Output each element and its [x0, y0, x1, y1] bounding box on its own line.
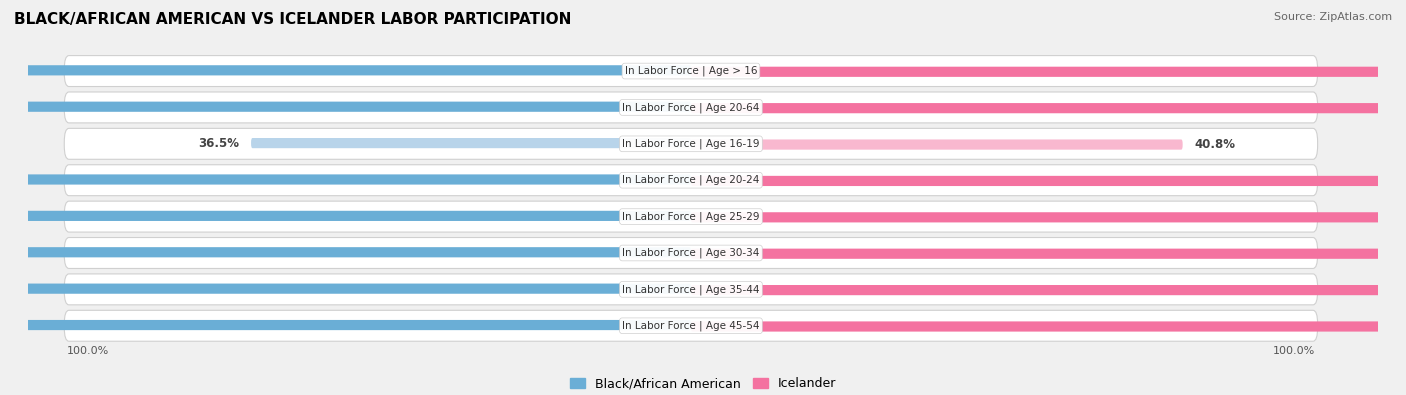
FancyBboxPatch shape: [690, 212, 1406, 222]
Text: In Labor Force | Age 25-29: In Labor Force | Age 25-29: [623, 211, 759, 222]
FancyBboxPatch shape: [65, 237, 1317, 269]
FancyBboxPatch shape: [65, 56, 1317, 87]
Text: 100.0%: 100.0%: [1272, 346, 1315, 356]
FancyBboxPatch shape: [65, 274, 1317, 305]
FancyBboxPatch shape: [690, 176, 1406, 186]
Text: BLACK/AFRICAN AMERICAN VS ICELANDER LABOR PARTICIPATION: BLACK/AFRICAN AMERICAN VS ICELANDER LABO…: [14, 12, 571, 27]
FancyBboxPatch shape: [0, 284, 690, 294]
FancyBboxPatch shape: [0, 320, 690, 330]
Text: In Labor Force | Age > 16: In Labor Force | Age > 16: [624, 66, 758, 76]
FancyBboxPatch shape: [690, 322, 1406, 331]
FancyBboxPatch shape: [0, 247, 690, 258]
FancyBboxPatch shape: [0, 65, 690, 75]
FancyBboxPatch shape: [65, 310, 1317, 341]
FancyBboxPatch shape: [65, 128, 1317, 159]
FancyBboxPatch shape: [0, 102, 690, 112]
Text: In Labor Force | Age 45-54: In Labor Force | Age 45-54: [623, 320, 759, 331]
Text: In Labor Force | Age 20-24: In Labor Force | Age 20-24: [623, 175, 759, 186]
Text: In Labor Force | Age 20-64: In Labor Force | Age 20-64: [623, 102, 759, 113]
FancyBboxPatch shape: [690, 103, 1406, 113]
FancyBboxPatch shape: [690, 285, 1406, 295]
Text: 100.0%: 100.0%: [67, 346, 110, 356]
Legend: Black/African American, Icelander: Black/African American, Icelander: [565, 372, 841, 395]
Text: In Labor Force | Age 30-34: In Labor Force | Age 30-34: [623, 248, 759, 258]
FancyBboxPatch shape: [690, 139, 1182, 150]
Text: 36.5%: 36.5%: [198, 137, 239, 150]
FancyBboxPatch shape: [0, 211, 690, 221]
Text: 40.8%: 40.8%: [1195, 138, 1236, 151]
FancyBboxPatch shape: [65, 201, 1317, 232]
FancyBboxPatch shape: [690, 67, 1406, 77]
FancyBboxPatch shape: [690, 248, 1406, 259]
FancyBboxPatch shape: [252, 138, 690, 148]
Text: In Labor Force | Age 16-19: In Labor Force | Age 16-19: [623, 139, 759, 149]
FancyBboxPatch shape: [0, 175, 690, 184]
Text: Source: ZipAtlas.com: Source: ZipAtlas.com: [1274, 12, 1392, 22]
Text: In Labor Force | Age 35-44: In Labor Force | Age 35-44: [623, 284, 759, 295]
FancyBboxPatch shape: [65, 165, 1317, 196]
FancyBboxPatch shape: [65, 92, 1317, 123]
